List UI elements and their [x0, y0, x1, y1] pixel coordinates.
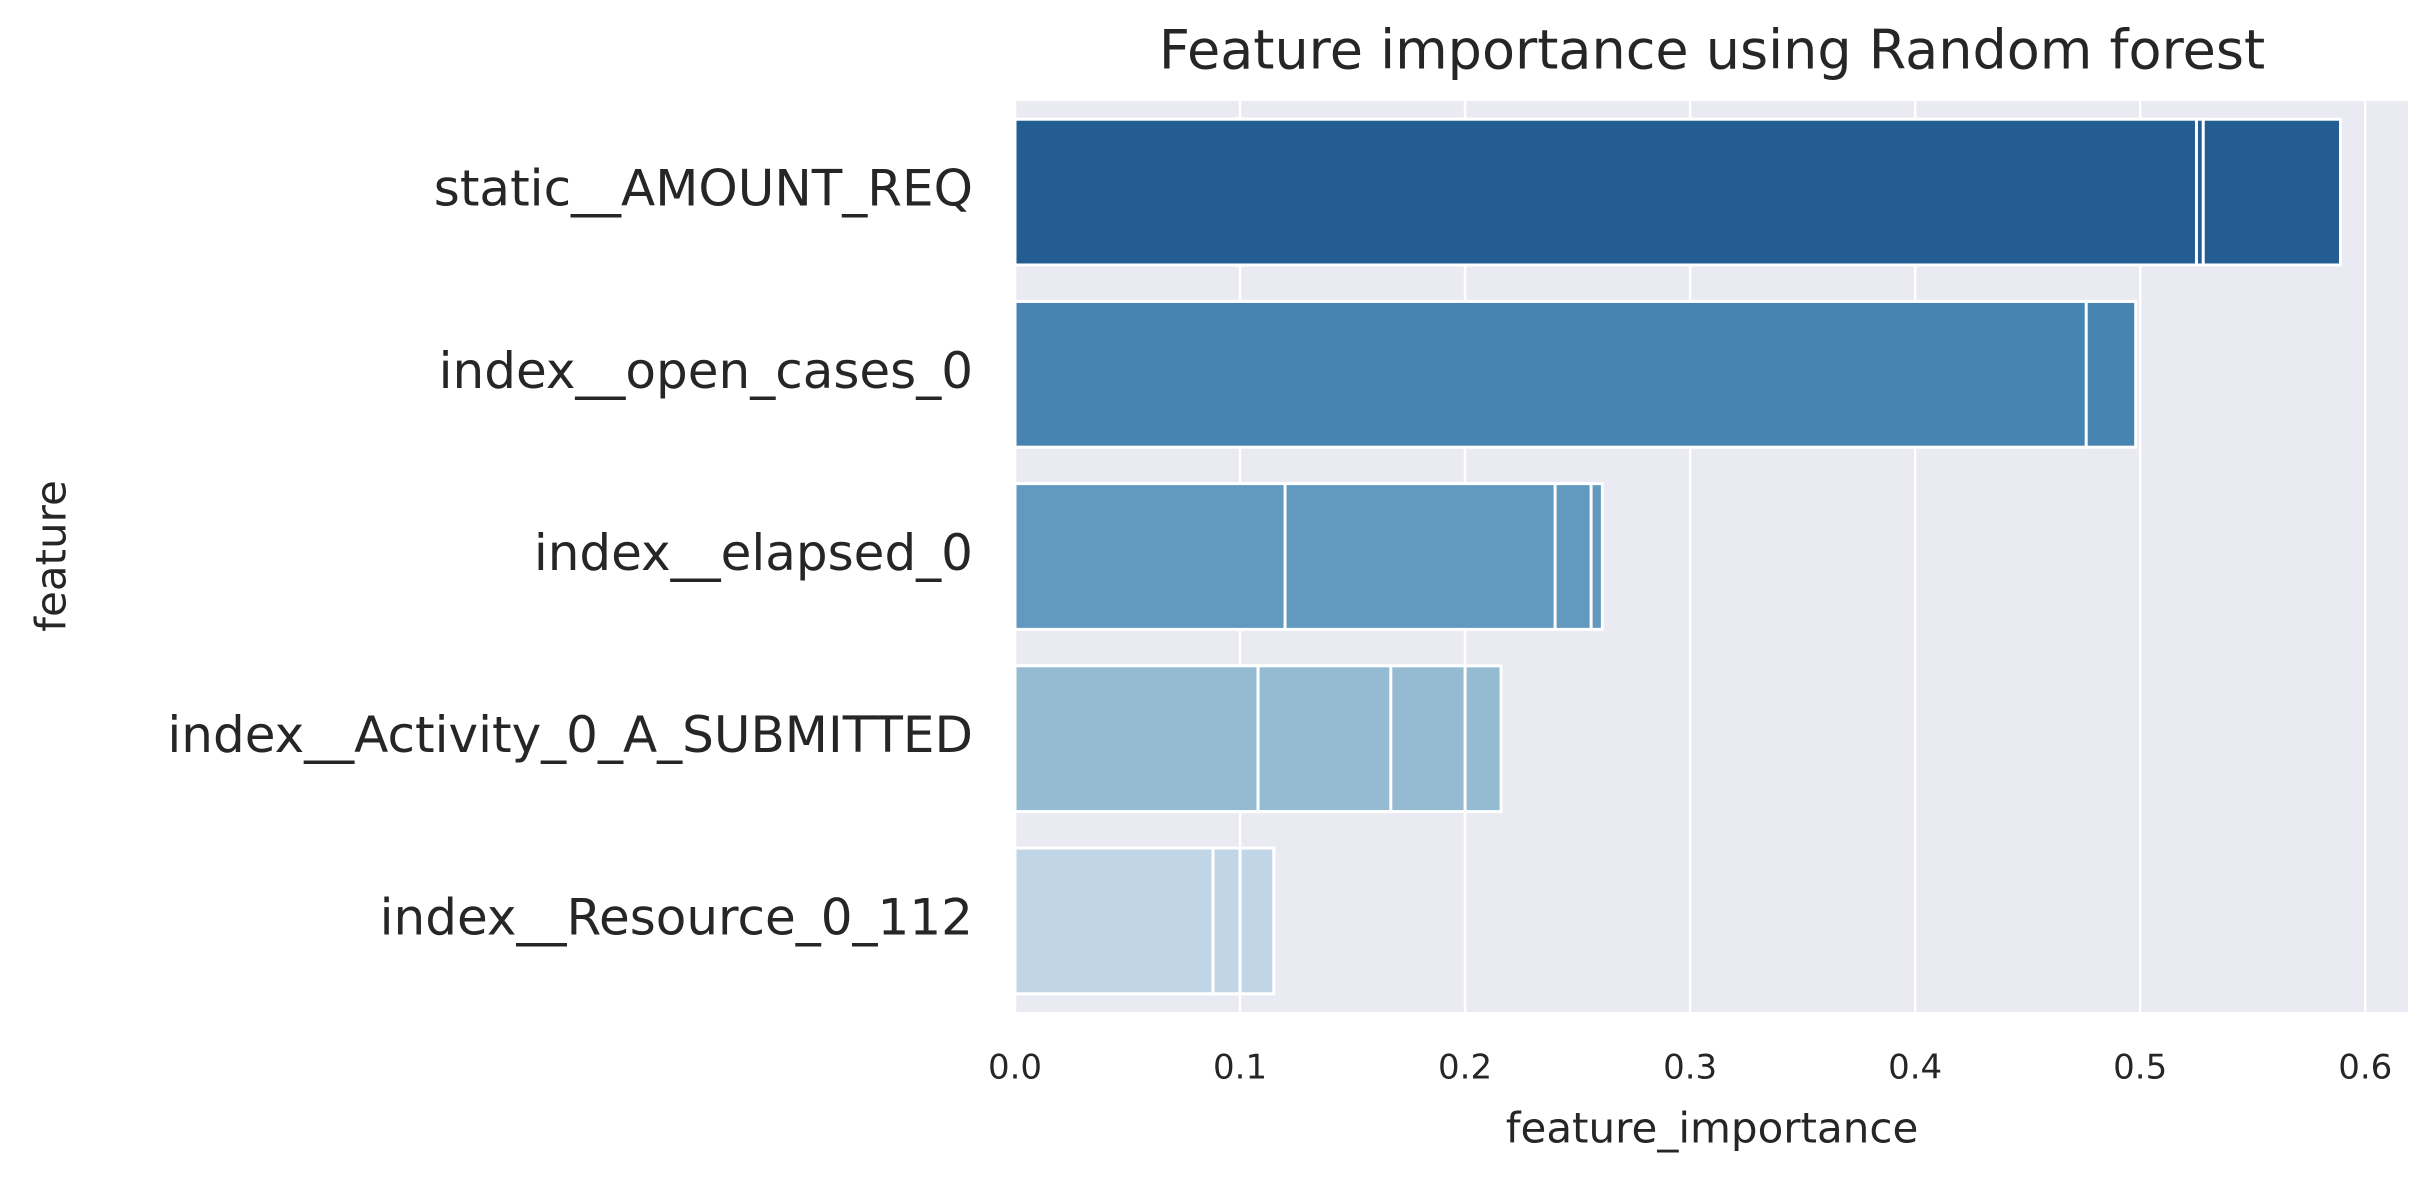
y-tick-label: index__open_cases_0	[439, 342, 973, 400]
x-tick-label: 0.2	[1438, 1048, 1492, 1088]
x-tick-label: 0.5	[2113, 1048, 2167, 1088]
bar	[1013, 664, 1260, 814]
bar	[1013, 117, 2198, 267]
y-axis-label: feature	[27, 480, 76, 632]
y-tick-label: index__Resource_0_112	[380, 888, 973, 946]
x-tick-label: 0.1	[1213, 1048, 1267, 1088]
bar	[1013, 299, 2088, 449]
chart-title: Feature importance using Random forest	[1159, 19, 2265, 82]
x-tick-label: 0.3	[1663, 1048, 1717, 1088]
bar	[1013, 846, 1215, 996]
y-tick-label: index__Activity_0_A_SUBMITTED	[167, 706, 973, 764]
y-tick-label: static__AMOUNT_REQ	[434, 160, 973, 218]
y-tick-label: index__elapsed_0	[534, 524, 973, 582]
x-axis-label: feature_importance	[1506, 1104, 1919, 1153]
bar	[1013, 482, 1287, 631]
x-tick-label: 0.6	[2338, 1048, 2392, 1088]
x-tick-label: 0.0	[988, 1048, 1042, 1088]
x-tick-label: 0.4	[1888, 1048, 1942, 1088]
